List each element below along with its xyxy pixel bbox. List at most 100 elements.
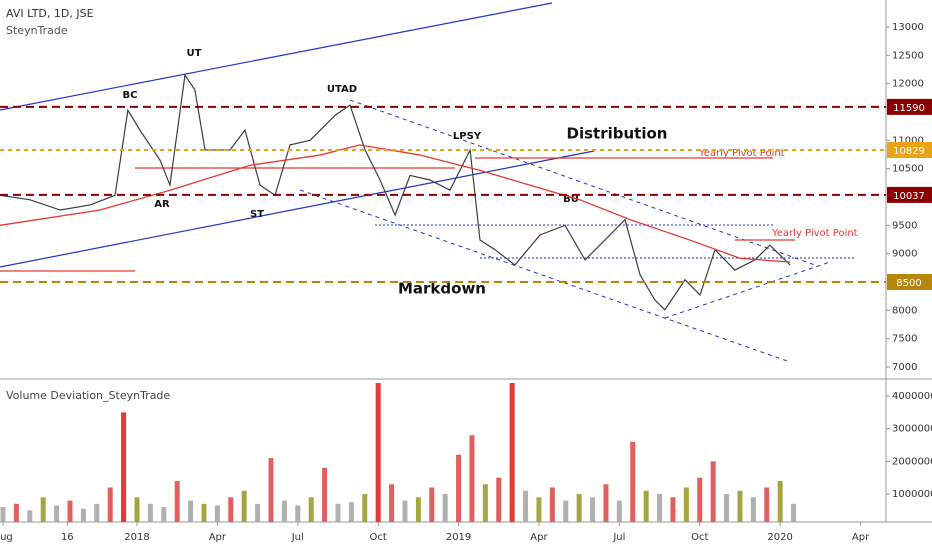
volume-bar (590, 497, 596, 522)
annotation: LPSY (453, 131, 482, 142)
x-tick-label: Oct (691, 532, 708, 543)
volume-bar (670, 497, 676, 522)
volume-bar (0, 507, 6, 522)
volume-bar (375, 382, 381, 522)
y-tick-label: 2000000 (892, 456, 932, 467)
volume-bar (563, 500, 569, 522)
volume-bar (214, 505, 220, 522)
level-box (887, 273, 932, 290)
volume-bar (549, 487, 555, 522)
y-tick-label: 7500 (892, 334, 917, 345)
volume-bar (228, 497, 234, 522)
x-tick-label: Jul (291, 532, 304, 543)
volume-bar (523, 490, 529, 522)
volume-bar (764, 487, 770, 522)
volume-bar (54, 505, 60, 522)
level-box (887, 98, 932, 115)
volume-bar (188, 500, 194, 522)
volume-bar (603, 484, 609, 522)
volume-bar (27, 510, 33, 522)
channel-line (299, 189, 791, 363)
volume-bar (295, 505, 301, 522)
volume-bar (576, 494, 582, 522)
annotation: UT (187, 48, 202, 59)
price-line (0, 73, 791, 311)
drawings (0, 2, 855, 363)
y-tick-label: 9000 (892, 249, 917, 260)
volume-bar (683, 487, 689, 522)
channel-line (349, 99, 816, 266)
y-tick-label: 13000 (892, 22, 924, 33)
y-tick-label: 12500 (892, 50, 924, 61)
x-tick-label: 2019 (446, 532, 471, 543)
x-tick-label: 2020 (767, 532, 792, 543)
y-tick-label: 10500 (892, 164, 924, 175)
pivot-label: Yearly Pivot Point (698, 148, 785, 159)
volume-bar (737, 490, 743, 522)
level-box (887, 186, 932, 203)
volume-bar (389, 484, 395, 522)
volume-bar (442, 494, 448, 522)
volume-bar (630, 441, 636, 522)
volume-bar (536, 497, 542, 522)
level-label: 10037 (893, 191, 925, 202)
y-tick-label: 4000000 (892, 391, 932, 402)
annotation: UTAD (327, 84, 357, 95)
x-tick-label: Apr (209, 532, 227, 543)
volume-bar (255, 503, 261, 522)
level-label: 11590 (893, 103, 925, 114)
pane-title: Volume Deviation_SteynTrade (6, 389, 170, 402)
volume-bar (791, 503, 797, 522)
volume-bar (121, 412, 127, 522)
volume-bar (657, 494, 663, 522)
volume-bar (509, 382, 515, 522)
volume-bar (80, 508, 86, 522)
level-label: 10829 (893, 146, 925, 157)
x-tick-label: 2018 (124, 532, 149, 543)
volume-bar (241, 490, 247, 522)
trend-line (0, 2, 553, 111)
channel-line (664, 261, 831, 319)
x-tick-label: Apr (852, 532, 870, 543)
volume-bar (161, 507, 167, 522)
volume-bar (456, 454, 462, 522)
volume-bar (107, 487, 113, 522)
chart-title: AVI LTD, 1D, JSE (6, 7, 94, 20)
y-tick-label: 1000000 (892, 489, 932, 500)
y-tick-label: 3000000 (892, 424, 932, 435)
annotation: Distribution (567, 125, 668, 143)
volume-bar (750, 497, 756, 522)
volume-bar (281, 500, 287, 522)
annotation: BU (563, 194, 579, 205)
x-tick-label: 16 (61, 532, 74, 543)
volume-bar (201, 503, 207, 522)
volume-bar (40, 497, 46, 522)
y-tick-label: 7000 (892, 362, 917, 373)
volume-bar (147, 503, 153, 522)
y-tick-label: 8000 (892, 305, 917, 316)
volume-bar (322, 467, 328, 522)
volume-bar (724, 494, 730, 522)
volume-bar (415, 497, 421, 522)
annotation: ST (250, 209, 264, 220)
volume-bar (697, 477, 703, 522)
x-tick-label: Aug (0, 532, 13, 543)
volume-bar (348, 502, 354, 522)
volume-bar (402, 500, 408, 522)
level-label: 8500 (896, 278, 921, 289)
volume-bar (308, 497, 314, 522)
volume-bar (94, 503, 100, 522)
volume-bar (469, 435, 475, 522)
y-tick-label: 9500 (892, 220, 917, 231)
trend-line (0, 150, 595, 268)
volume-bar (13, 503, 19, 522)
volume-bar (710, 461, 716, 522)
level-box (887, 142, 932, 159)
x-tick-label: Jul (612, 532, 625, 543)
volume-bar (429, 487, 435, 522)
volume-bar (496, 477, 502, 522)
annotation: BC (123, 90, 138, 101)
pivot-label: Yearly Pivot Point (771, 228, 858, 239)
volume-bar (134, 497, 140, 522)
